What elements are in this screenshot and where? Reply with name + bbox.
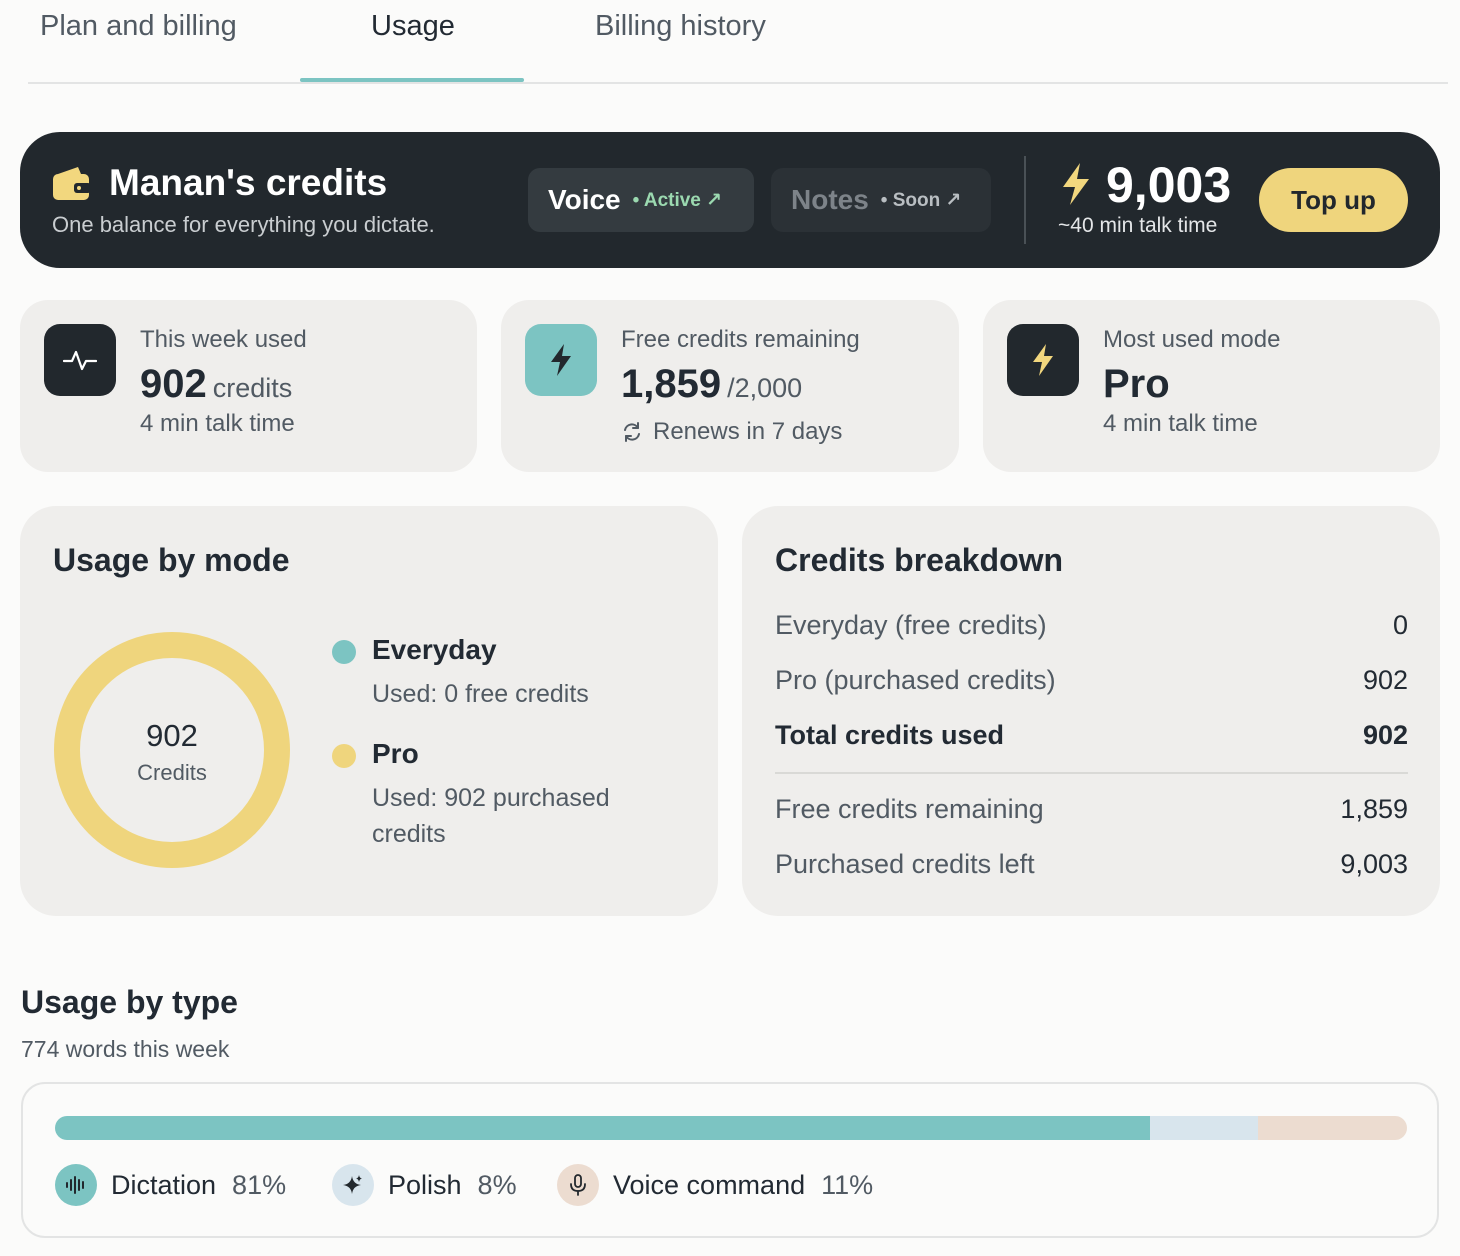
tab-usage[interactable]: Usage bbox=[371, 10, 455, 42]
breakdown-value: 1,859 bbox=[1340, 794, 1408, 824]
stat-label: Most used mode bbox=[1103, 326, 1281, 353]
breakdown-divider bbox=[775, 772, 1408, 774]
usage-type-bar bbox=[55, 1116, 1407, 1140]
tab-plan-and-billing[interactable]: Plan and billing bbox=[40, 10, 237, 42]
donut-total: 902 bbox=[146, 718, 198, 753]
legend-desc-everyday: Used: 0 free credits bbox=[372, 680, 589, 708]
sparkle-icon bbox=[332, 1164, 374, 1206]
breakdown-row: Everyday (free credits) 0 bbox=[775, 610, 1408, 641]
credits-breakdown-title: Credits breakdown bbox=[775, 542, 1064, 578]
voice-pill[interactable]: Voice • Active ↗ bbox=[528, 168, 754, 232]
type-item-polish: Polish 8% bbox=[332, 1164, 517, 1206]
breakdown-label: Everyday (free credits) bbox=[775, 610, 1047, 640]
stat-value: 1,859 bbox=[621, 362, 722, 406]
breakdown-label: Free credits remaining bbox=[775, 794, 1044, 824]
stat-label: Free credits remaining bbox=[621, 326, 860, 353]
breakdown-value: 902 bbox=[1362, 665, 1408, 695]
refresh-icon bbox=[624, 422, 640, 442]
breakdown-value: 0 bbox=[1392, 610, 1408, 640]
activity-icon bbox=[44, 324, 116, 396]
legend-desc-pro: Used: 902 purchased credits bbox=[372, 784, 610, 848]
type-percent: 11% bbox=[821, 1169, 874, 1200]
breakdown-row: Pro (purchased credits) 902 bbox=[775, 665, 1408, 696]
wallet-icon bbox=[53, 167, 91, 200]
bolt-icon bbox=[1007, 324, 1079, 396]
usage-donut-chart bbox=[54, 632, 290, 868]
stat-card-free-remaining: Free credits remaining 1,859/2,000 Renew… bbox=[501, 300, 959, 472]
usage-by-type-card: Dictation 81% Polish 8% Voice command 11… bbox=[21, 1082, 1439, 1238]
credit-balance: 9,003 bbox=[1106, 157, 1232, 213]
usage-by-mode-title: Usage by mode bbox=[53, 542, 290, 578]
top-up-button[interactable]: Top up bbox=[1259, 168, 1408, 232]
stat-unit: credits bbox=[212, 373, 293, 403]
donut-segment-pro bbox=[54, 632, 290, 868]
stat-card-week-used: This week used 902 credits 4 min talk tim… bbox=[20, 300, 477, 472]
usage-by-type-subtitle: 774 words this week bbox=[21, 1036, 230, 1062]
breakdown-row: Purchased credits left 9,003 bbox=[775, 849, 1408, 880]
stat-label: This week used bbox=[140, 326, 307, 353]
banner-subtitle: One balance for everything you dictate. bbox=[52, 212, 435, 237]
stat-value: 902 bbox=[140, 362, 207, 406]
stat-card-most-used-mode: Most used mode Pro 4 min talk time bbox=[983, 300, 1440, 472]
usage-by-mode-card: Usage by mode 902 Credits Everyday Used:… bbox=[20, 506, 718, 916]
donut-total-label: Credits bbox=[137, 760, 207, 785]
stat-unit: /2,000 bbox=[727, 373, 803, 403]
waveform-icon bbox=[55, 1164, 97, 1206]
breakdown-value: 902 bbox=[1362, 720, 1408, 750]
type-name: Polish bbox=[388, 1169, 462, 1200]
usage-by-type-title: Usage by type bbox=[21, 984, 238, 1020]
banner-title: Manan's credits bbox=[109, 162, 388, 203]
bolt-icon bbox=[1063, 163, 1089, 205]
type-bar-segment-dictation bbox=[55, 1116, 1151, 1140]
stat-subtext: 4 min talk time bbox=[140, 410, 295, 437]
type-bar-segment-polish bbox=[1150, 1116, 1259, 1140]
breakdown-row: Free credits remaining 1,859 bbox=[775, 794, 1408, 825]
breakdown-total-row: Total credits used 902 bbox=[775, 720, 1408, 751]
breakdown-label: Total credits used bbox=[775, 720, 1005, 750]
breakdown-label: Pro (purchased credits) bbox=[775, 665, 1056, 695]
type-percent: 81% bbox=[232, 1169, 287, 1200]
breakdown-label: Purchased credits left bbox=[775, 849, 1035, 879]
voice-status: • Active ↗ bbox=[632, 189, 723, 211]
tab-billing-history[interactable]: Billing history bbox=[595, 10, 766, 42]
breakdown-value: 9,003 bbox=[1340, 849, 1408, 879]
notes-pill-label: Notes bbox=[791, 184, 869, 215]
legend-dot-everyday bbox=[332, 640, 356, 664]
notes-pill[interactable]: Notes • Soon ↗ bbox=[771, 168, 991, 232]
stat-value: Pro bbox=[1103, 362, 1170, 406]
stat-subtext: 4 min talk time bbox=[1103, 410, 1258, 437]
type-item-voice-command: Voice command 11% bbox=[557, 1164, 873, 1206]
active-tab-indicator bbox=[300, 78, 524, 82]
renew-info: Renews in 7 days bbox=[621, 418, 842, 446]
notes-status: • Soon ↗ bbox=[880, 189, 962, 211]
credits-breakdown-card: Credits breakdown Everyday (free credits… bbox=[742, 506, 1440, 916]
legend-name-pro: Pro bbox=[372, 738, 419, 769]
voice-pill-label: Voice bbox=[548, 184, 621, 215]
credits-banner: Manan's credits One balance for everythi… bbox=[20, 132, 1440, 268]
type-percent: 8% bbox=[477, 1169, 517, 1200]
banner-divider bbox=[1024, 156, 1026, 244]
legend-dot-pro bbox=[332, 744, 356, 768]
tab-bar: Plan and billing Usage Billing history bbox=[28, 0, 1448, 84]
type-item-dictation: Dictation 81% bbox=[55, 1164, 286, 1206]
type-name: Voice command bbox=[613, 1169, 806, 1200]
bolt-icon bbox=[525, 324, 597, 396]
legend-name-everyday: Everyday bbox=[372, 634, 497, 665]
balance-talk-time: ~40 min talk time bbox=[1058, 214, 1218, 237]
type-name: Dictation bbox=[111, 1169, 217, 1200]
renew-text: Renews in 7 days bbox=[653, 418, 843, 445]
microphone-icon bbox=[557, 1164, 599, 1206]
type-bar-segment-voice-command bbox=[1258, 1116, 1407, 1140]
